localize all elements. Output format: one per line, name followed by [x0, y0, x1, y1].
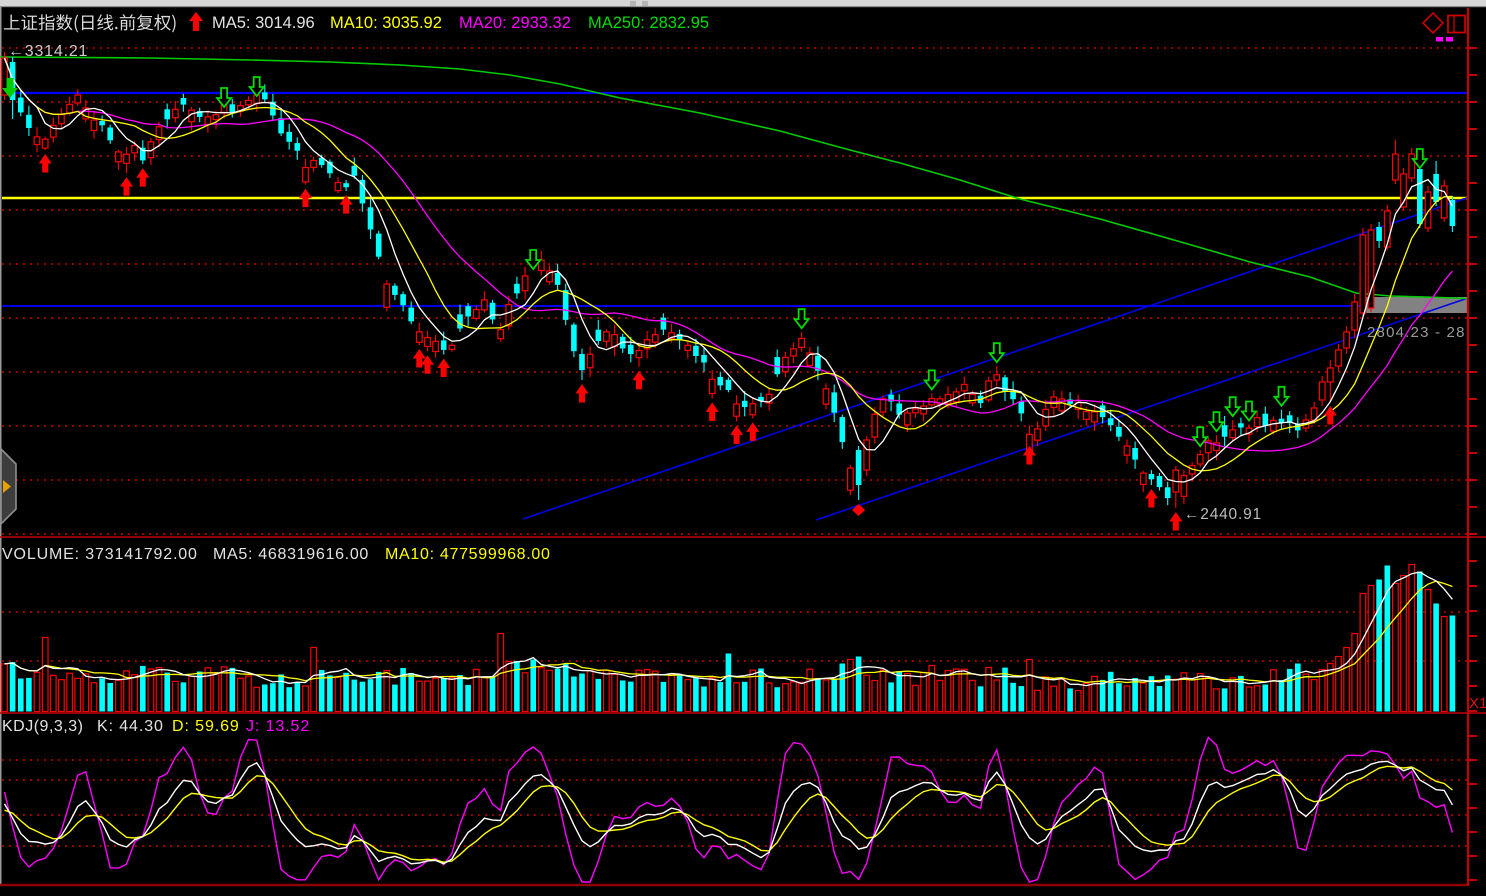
svg-text:MA20: 2933.32: MA20: 2933.32 — [459, 14, 571, 32]
svg-text:MA10: 3035.92: MA10: 3035.92 — [330, 14, 442, 32]
svg-text:MA250: 2832.95: MA250: 2832.95 — [588, 14, 709, 32]
svg-text:MA10: 477599968.00: MA10: 477599968.00 — [385, 546, 551, 563]
svg-text:MA5: 3014.96: MA5: 3014.96 — [212, 14, 315, 32]
svg-text:2804.23 - 28: 2804.23 - 28 — [1367, 324, 1466, 341]
svg-text:←3314.21: ←3314.21 — [8, 43, 88, 60]
svg-text:VOLUME: 373141792.00: VOLUME: 373141792.00 — [2, 546, 198, 563]
svg-text:J: 13.52: J: 13.52 — [246, 718, 310, 735]
svg-text:←2440.91: ←2440.91 — [1184, 506, 1262, 523]
svg-text:X1: X1 — [1469, 695, 1486, 712]
svg-text:D: 59.69: D: 59.69 — [172, 718, 240, 735]
svg-text:MA5: 468319616.00: MA5: 468319616.00 — [213, 546, 369, 563]
svg-text:KDJ(9,3,3): KDJ(9,3,3) — [2, 718, 83, 735]
svg-text:K: 44.30: K: 44.30 — [97, 718, 164, 735]
